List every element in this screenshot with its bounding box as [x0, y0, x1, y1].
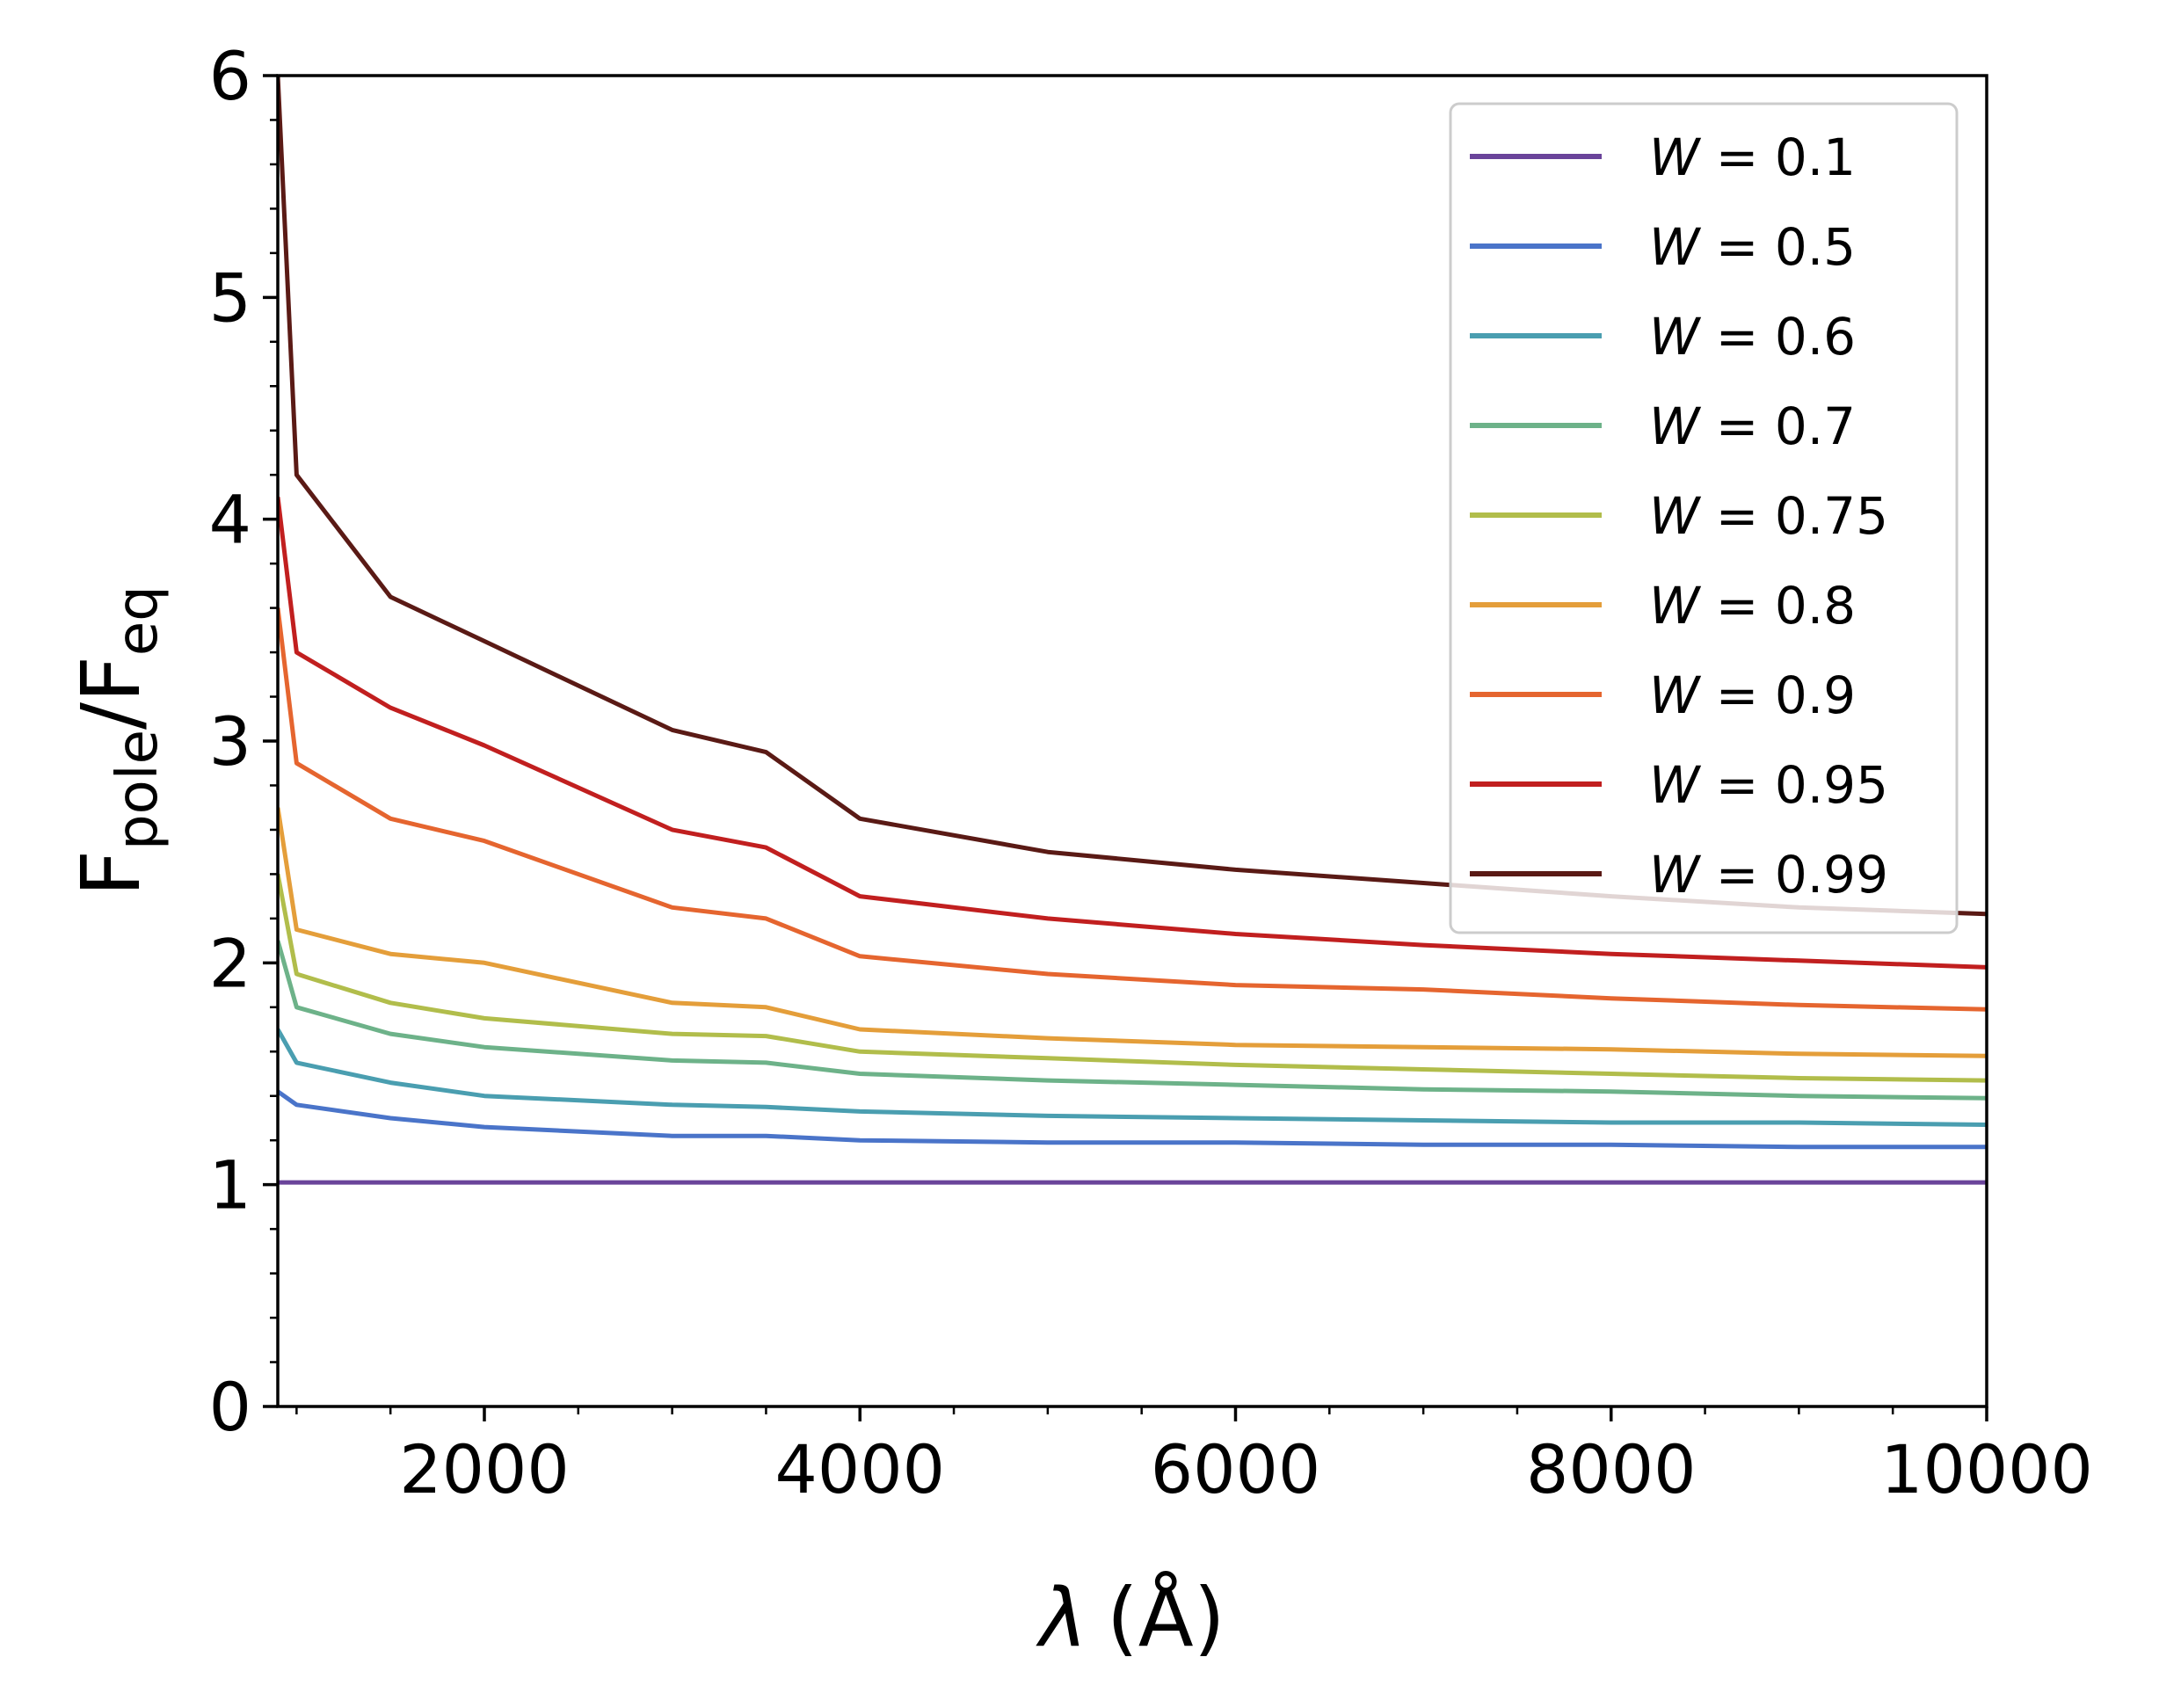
major-ticks: 2000 4000 6000 8000 10000 0 1 2 3 4 5 6 [209, 37, 2093, 1508]
legend-item-w-0-6: W = 0.6 [1470, 307, 1856, 367]
x-tick-label-4000: 4000 [775, 1430, 945, 1508]
x-tick-label-2000: 2000 [399, 1430, 569, 1508]
y-axis-title: Fpole/Feq [64, 585, 171, 897]
legend-label: W = 0.6 [1649, 307, 1856, 367]
legend-item-w-0-75: W = 0.75 [1470, 486, 1888, 546]
legend-label: W = 0.75 [1649, 486, 1888, 546]
y-axis-separator: / [64, 702, 158, 730]
y-axis-numerator-sub: pole [105, 730, 171, 850]
legend-item-w-0-1: W = 0.1 [1470, 127, 1856, 187]
series-line-w-0-6 [278, 1028, 1987, 1127]
y-tick-label-3: 3 [209, 702, 251, 781]
legend-item-w-0-7: W = 0.7 [1470, 396, 1856, 456]
series-line-w-0-9 [278, 607, 1987, 1012]
x-tick-label-8000: 8000 [1526, 1430, 1696, 1508]
legend-label: W = 0.5 [1649, 217, 1856, 277]
y-tick-label-0: 0 [209, 1368, 251, 1446]
y-axis-numerator: F [64, 850, 158, 897]
y-axis-denominator: F [64, 656, 158, 702]
x-tick-label-10000: 10000 [1880, 1430, 2093, 1508]
x-axis-symbol: λ [1035, 1571, 1087, 1665]
legend-item-w-0-9: W = 0.9 [1470, 665, 1856, 725]
y-tick-label-4: 4 [209, 481, 251, 559]
legend-item-w-0-5: W = 0.5 [1470, 217, 1856, 277]
plot-frame [276, 74, 1988, 1408]
series-line-w-0-7 [278, 940, 1987, 1101]
y-tick-label-6: 6 [209, 37, 251, 115]
legend-label: W = 0.7 [1649, 396, 1856, 456]
legend-item-w-0-8: W = 0.8 [1470, 576, 1856, 636]
legend-label: W = 0.9 [1649, 665, 1856, 725]
legend-label: W = 0.8 [1649, 576, 1856, 636]
legend-items: W = 0.1 W = 0.5 W = 0.6 W = 0.7 W = 0.75 W = … [1470, 127, 1888, 905]
x-tick-label-6000: 6000 [1151, 1430, 1320, 1508]
x-axis-unit: (Å) [1107, 1570, 1225, 1665]
legend-item-w-0-99: W = 0.99 [1470, 845, 1888, 905]
legend-label: W = 0.95 [1649, 755, 1888, 815]
legend-label: W = 0.99 [1649, 845, 1888, 905]
y-tick-label-1: 1 [209, 1146, 251, 1225]
series-line-w-0-75 [278, 873, 1987, 1083]
legend: W = 0.1 W = 0.5 W = 0.6 W = 0.7 W = 0.75 W = … [1449, 102, 1959, 934]
series-line-w-0-95 [278, 497, 1987, 970]
legend-box [1449, 102, 1959, 934]
legend-label: W = 0.1 [1649, 127, 1856, 187]
legend-item-w-0-95: W = 0.95 [1470, 755, 1888, 815]
x-axis-title: λ (Å) [1035, 1570, 1225, 1665]
y-tick-label-2: 2 [209, 924, 251, 1002]
series-line-w-0-8 [278, 807, 1987, 1058]
y-axis-denominator-sub: eq [105, 585, 171, 656]
y-tick-label-5: 5 [209, 258, 251, 337]
series-line-w-0-5 [278, 1089, 1987, 1150]
